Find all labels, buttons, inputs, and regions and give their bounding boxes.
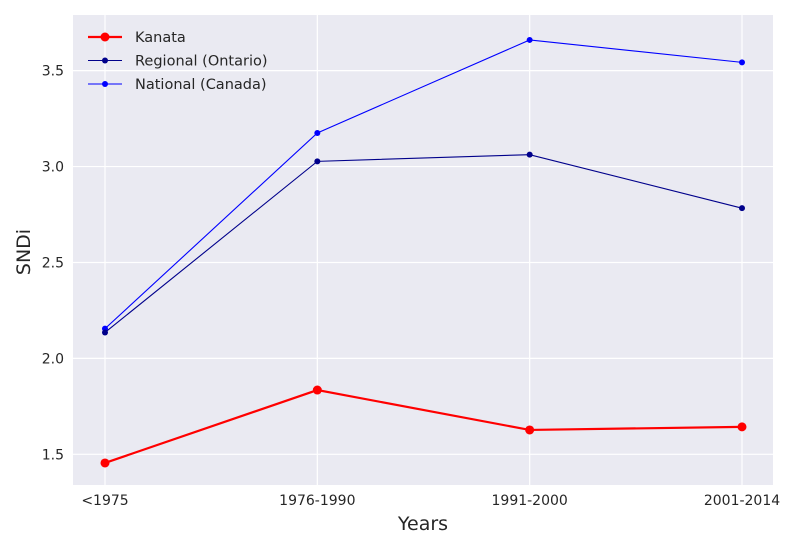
- legend-item: Kanata: [88, 30, 186, 46]
- data-point: [312, 385, 322, 395]
- data-point: [100, 458, 110, 468]
- data-point: [102, 329, 108, 336]
- legend-marker: [102, 81, 108, 87]
- data-point: [314, 129, 321, 136]
- data-point: [737, 422, 747, 432]
- y-tick-label: 2.0: [42, 351, 64, 367]
- y-tick-label: 3.0: [42, 160, 64, 176]
- x-tick-label: 2001-2014: [704, 493, 780, 509]
- x-tick-labels: <1975 1976-1990 1991-2000 2001-2014: [81, 493, 780, 509]
- x-tick-label: <1975: [81, 493, 128, 509]
- y-tick-labels: 1.5 2.0 2.5 3.0 3.5: [42, 64, 64, 464]
- y-tick-label: 1.5: [42, 447, 64, 463]
- y-tick-label: 3.5: [42, 64, 64, 80]
- x-tick-label: 1976-1990: [279, 493, 355, 509]
- legend-marker: [102, 57, 108, 64]
- legend-item: Regional (Ontario): [88, 54, 268, 70]
- series-layer: [100, 36, 747, 468]
- legend-marker: [100, 32, 110, 42]
- legend-label: National (Canada): [135, 77, 267, 93]
- data-point: [739, 205, 745, 212]
- legend-label: Regional (Ontario): [135, 54, 268, 70]
- series-kanata: [100, 385, 747, 468]
- series-national-canada: [102, 36, 745, 332]
- x-tick-label: 1991-2000: [492, 493, 568, 509]
- legend-label: Kanata: [135, 30, 186, 46]
- y-axis-label: SNDi: [13, 229, 35, 275]
- y-tick-label: 2.5: [42, 255, 64, 271]
- data-point: [525, 425, 535, 435]
- legend: Kanata Regional (Ontario) National (Canada…: [88, 30, 268, 93]
- series-line: [104, 39, 743, 330]
- legend-item: National (Canada): [88, 77, 267, 93]
- data-point: [739, 59, 745, 66]
- data-point: [314, 158, 321, 165]
- series-line: [104, 388, 743, 464]
- grid: [73, 15, 773, 485]
- x-axis-label: Years: [397, 513, 448, 535]
- series-regional-ontario: [102, 151, 745, 336]
- data-point: [526, 36, 533, 43]
- series-line: [104, 154, 743, 333]
- data-point: [526, 151, 533, 158]
